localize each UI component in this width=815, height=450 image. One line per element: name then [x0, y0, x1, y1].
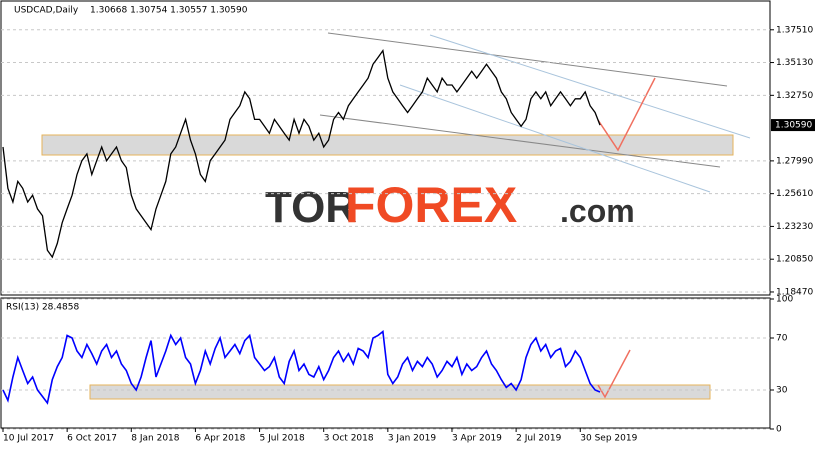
rsi-title: RSI(13) 28.4858 [6, 303, 79, 313]
last-price-label: 1.30590 [775, 121, 812, 131]
y-tick-label: 0 [776, 425, 782, 435]
x-tick-label: 5 Jul 2018 [260, 434, 305, 444]
x-tick-label: 30 Sep 2019 [580, 434, 637, 444]
support-zone [41, 134, 734, 156]
last-price-box [771, 119, 815, 132]
y-tick-label: 1.37510 [776, 25, 813, 35]
x-tick-label: 2 Jul 2019 [516, 434, 561, 444]
trend-line [319, 114, 721, 168]
trend-line [399, 84, 711, 193]
y-tick-label: 1.25610 [776, 189, 813, 199]
price-line [2, 48, 601, 259]
x-tick-label: 6 Apr 2018 [195, 434, 245, 444]
x-tick-label: 10 Jul 2017 [3, 434, 54, 444]
x-tick-label: 3 Apr 2019 [452, 434, 502, 444]
trend-lines [319, 32, 751, 399]
y-tick-label: 1.35130 [776, 58, 813, 68]
price-line [2, 329, 601, 405]
price-header: 1.30668 1.30754 1.30557 1.30590 [90, 6, 248, 16]
y-tick-label: 1.18470 [776, 287, 813, 297]
x-tick-label: 6 Oct 2017 [67, 434, 117, 444]
chart-title: USDCAD,Daily [14, 6, 79, 16]
y-tick-label: 1.27990 [776, 156, 813, 166]
rsi-zone [89, 384, 711, 400]
y-tick-label: 1.23230 [776, 222, 813, 232]
price-panel [0, 0, 771, 296]
y-tick-label: 30 [776, 386, 788, 396]
watermark: .com [560, 193, 635, 229]
y-tick-label: 70 [776, 334, 788, 344]
forecast-arrow [597, 77, 656, 152]
watermark: TOR [265, 183, 357, 232]
rsi-panel [0, 297, 771, 429]
watermark: FOREX [345, 177, 517, 233]
y-tick-label: 100 [776, 295, 793, 305]
forecast-arrow [597, 349, 631, 399]
x-tick-label: 3 Oct 2018 [324, 434, 374, 444]
x-tick-label: 8 Jan 2018 [131, 434, 179, 444]
y-tick-label: 1.20850 [776, 255, 813, 265]
y-tick-label: 1.32750 [776, 91, 813, 101]
trend-line [327, 32, 728, 87]
x-tick-label: 3 Jan 2019 [388, 434, 436, 444]
trend-line [429, 34, 751, 139]
